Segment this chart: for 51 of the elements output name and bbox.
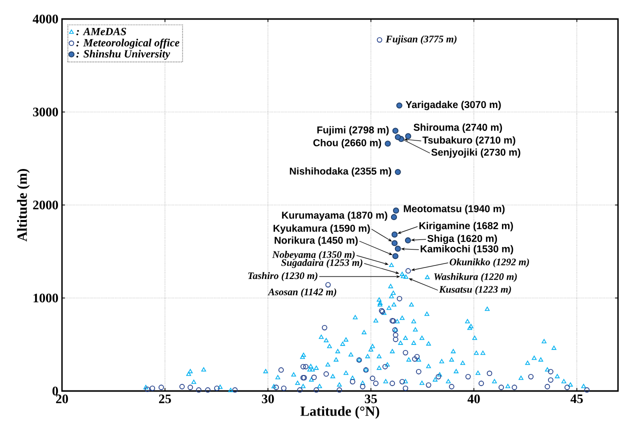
point — [405, 133, 412, 140]
annotation: Tsubakuro (2710 m) — [422, 136, 516, 146]
point — [392, 208, 400, 214]
point — [394, 168, 401, 176]
annotation: Sugadaira (1253 m) — [281, 258, 362, 268]
x-tick-label: 25 — [159, 394, 171, 404]
legend-label: : Shinshu University — [76, 50, 170, 60]
annotation: Nobeyama (1350 m) — [272, 250, 355, 260]
point — [384, 140, 391, 147]
annotation: Norikura (1450 m) — [274, 236, 358, 246]
legend-label: : Meteorological office — [76, 38, 180, 49]
point — [392, 240, 398, 246]
y-tick-label: 3000 — [33, 108, 58, 116]
point — [396, 102, 402, 109]
y-axis-title: Altitude (m) — [17, 169, 30, 242]
point — [390, 214, 397, 220]
annotation: Shiga (1620 m) — [427, 234, 497, 244]
x-tick-label: 20 — [56, 394, 68, 404]
annotation: Chou (2660 m) — [313, 138, 382, 148]
annotation: Shirouma (2740 m) — [414, 124, 502, 133]
annotation: Kirigamine (1682 m) — [419, 222, 513, 232]
annotation: Senjyojiki (2730 m) — [431, 148, 520, 158]
annotation: Kyukamura (1590 m) — [274, 224, 370, 234]
annotation: Asosan (1142 m) — [268, 288, 336, 298]
annotation: Kamikochi (1530 m) — [420, 245, 514, 254]
x-tick-label: 30 — [262, 394, 274, 404]
annotation: Okunikko (1292 m) — [450, 258, 529, 268]
point — [392, 128, 398, 134]
y-tick-label: 4000 — [32, 14, 58, 24]
point — [394, 246, 401, 252]
point — [404, 237, 411, 244]
point — [392, 253, 398, 260]
annotation: Fujimi (2798 m) — [317, 126, 389, 136]
annotation: Yarigadake (3070 m) — [406, 100, 501, 110]
point — [394, 134, 401, 140]
annotation: Fujisan (3775 m) — [386, 35, 457, 44]
legend-label: : AMeDAS — [76, 28, 126, 36]
y-tick-label: 2000 — [33, 200, 58, 210]
annotation: Meotomatsu (1940 m) — [404, 204, 505, 214]
annotation: Kurumayama (1870 m) — [282, 211, 388, 221]
x-axis-title: Latitude (°N) — [300, 406, 380, 419]
y-tick-label: 0 — [52, 386, 58, 396]
y-tick-label: 1000 — [34, 294, 58, 302]
x-tick-label: 45 — [570, 394, 583, 404]
x-tick-label: 35 — [364, 394, 377, 404]
annotation: Tashiro (1230 m) — [248, 272, 318, 282]
annotation: Nishihodaka (2355 m) — [290, 167, 392, 177]
x-tick-label: 40 — [468, 394, 480, 404]
annotation: Kusatsu (1223 m) — [439, 286, 511, 295]
point — [392, 232, 398, 238]
annotation: Washikura (1220 m) — [434, 273, 517, 282]
